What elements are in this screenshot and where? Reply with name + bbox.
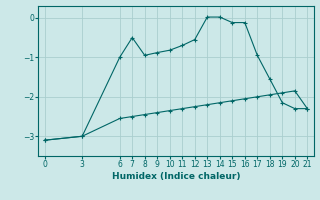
X-axis label: Humidex (Indice chaleur): Humidex (Indice chaleur) — [112, 172, 240, 181]
